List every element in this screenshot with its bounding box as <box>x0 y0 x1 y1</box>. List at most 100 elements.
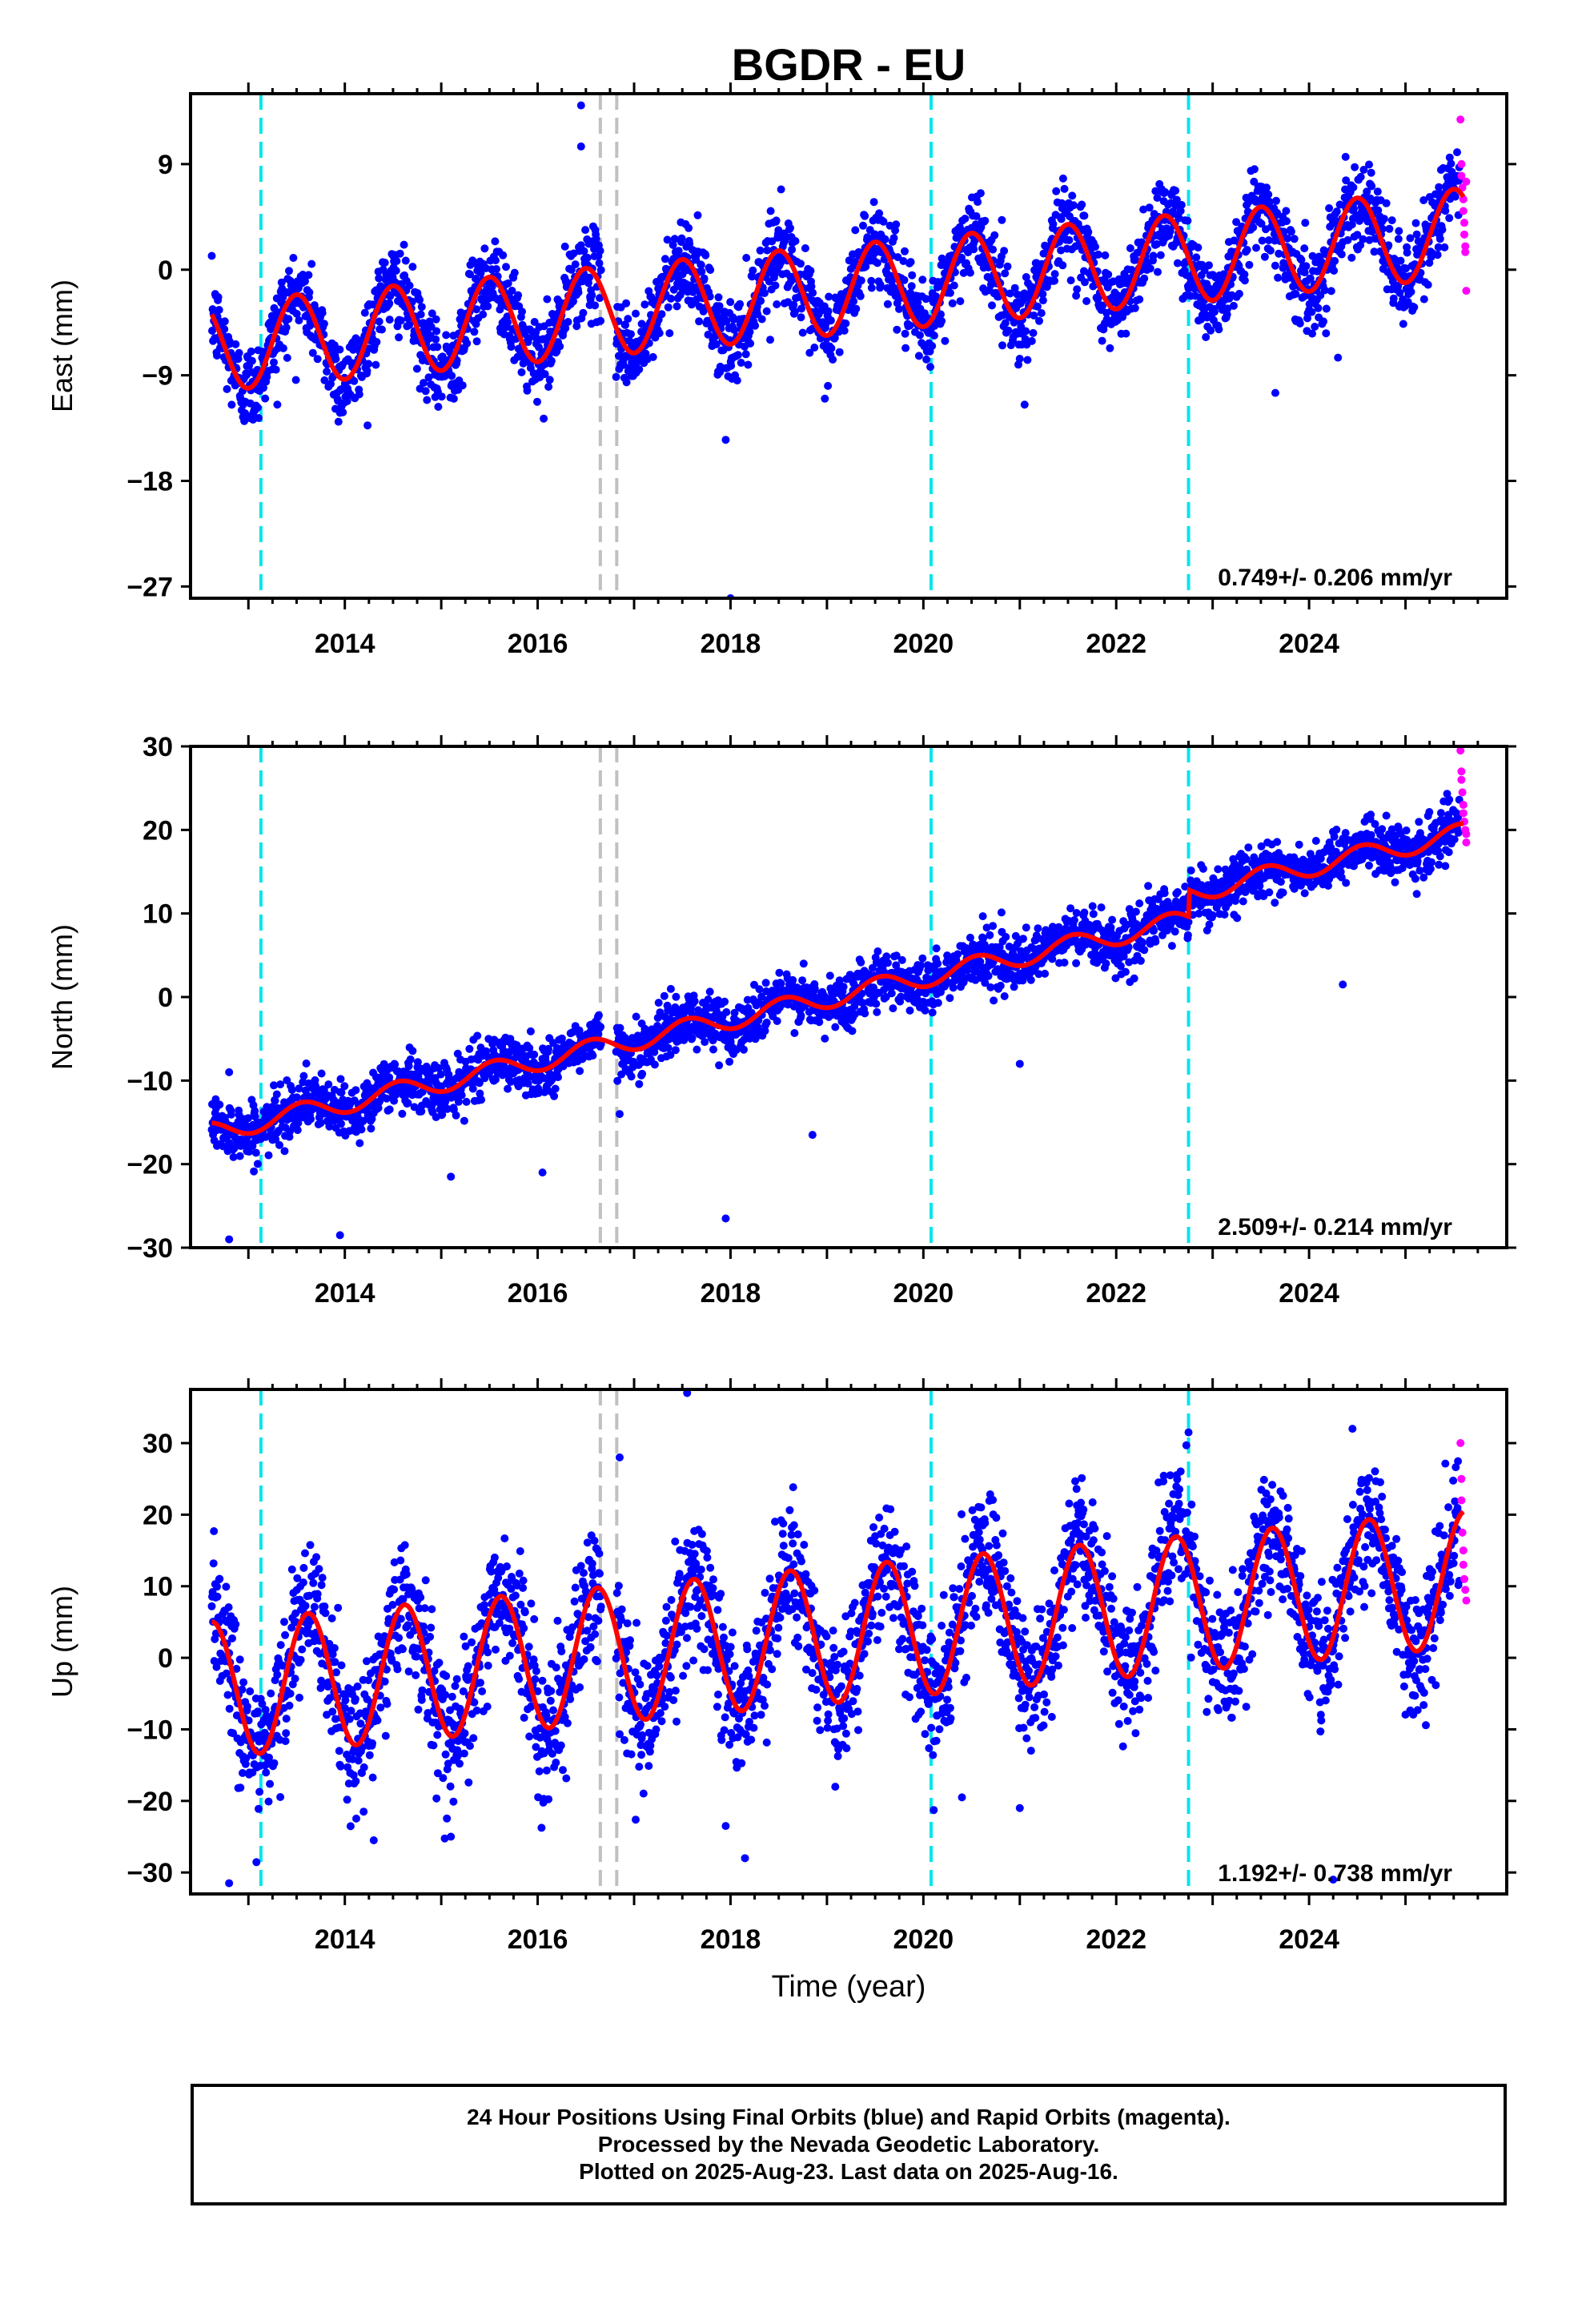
y-axis-label: East (mm) <box>46 279 78 412</box>
data-point <box>851 226 860 235</box>
data-point <box>1245 260 1254 269</box>
data-point <box>261 394 270 403</box>
data-point <box>990 231 999 239</box>
data-point <box>932 944 941 953</box>
data-point <box>1229 301 1238 310</box>
data-point <box>492 256 500 265</box>
data-point <box>966 933 974 942</box>
data-point <box>786 223 794 232</box>
data-point <box>517 368 526 376</box>
data-point <box>998 215 1006 224</box>
data-point <box>313 355 322 364</box>
data-point <box>873 1007 881 1016</box>
data-point <box>1411 219 1420 227</box>
data-point <box>1265 198 1274 206</box>
rate-annotation: 0.749+/- 0.206 mm/yr <box>1218 565 1452 591</box>
data-point <box>1154 267 1162 276</box>
data-point <box>540 414 548 423</box>
data-point <box>766 336 774 344</box>
data-point <box>1419 196 1428 204</box>
data-point <box>1319 317 1327 326</box>
data-point <box>363 367 371 375</box>
data-point <box>279 344 287 352</box>
data-point <box>436 1070 445 1079</box>
data-point <box>302 1059 311 1068</box>
outlier-point <box>1020 400 1029 409</box>
rapid-point <box>1456 115 1465 124</box>
data-point <box>1070 916 1078 924</box>
data-point <box>670 235 679 243</box>
data-point <box>1207 326 1215 335</box>
data-point <box>1001 319 1010 328</box>
data-point <box>492 1076 500 1084</box>
data-point <box>1283 217 1291 226</box>
data-point <box>540 1074 548 1083</box>
data-point <box>270 1081 278 1090</box>
data-point <box>442 331 451 340</box>
data-point <box>883 300 892 308</box>
data-point <box>476 269 485 278</box>
data-point <box>502 1064 510 1073</box>
data-point <box>417 1107 426 1116</box>
data-point <box>1028 283 1037 292</box>
rapid-orbit-points <box>1456 115 1471 296</box>
data-point <box>551 1084 560 1093</box>
data-point <box>1027 336 1036 345</box>
data-point <box>1072 909 1081 917</box>
data-point <box>475 1079 484 1088</box>
data-point <box>460 1116 468 1125</box>
data-point <box>1065 235 1074 244</box>
data-point <box>1080 908 1089 917</box>
plot-area <box>207 746 1471 1248</box>
data-point <box>949 983 958 992</box>
data-point <box>229 1152 238 1161</box>
data-point <box>395 333 404 342</box>
data-point <box>918 954 927 963</box>
data-point <box>1000 992 1009 1000</box>
data-point <box>1066 212 1074 221</box>
data-point <box>463 339 472 348</box>
data-point <box>1140 274 1149 283</box>
data-point <box>518 308 526 316</box>
data-point <box>798 976 807 985</box>
data-point <box>255 414 263 422</box>
data-point <box>930 332 938 340</box>
data-point <box>530 318 539 326</box>
data-point <box>280 1147 289 1156</box>
data-point <box>899 257 908 265</box>
data-point <box>772 216 781 225</box>
data-point <box>1282 207 1291 215</box>
data-point <box>319 320 328 328</box>
data-point <box>989 245 998 254</box>
data-point <box>859 221 867 230</box>
data-point <box>372 338 381 346</box>
data-point <box>689 287 697 296</box>
data-point <box>998 341 1006 350</box>
data-point <box>934 999 942 1007</box>
data-point <box>1202 333 1211 341</box>
data-point <box>510 268 519 277</box>
data-point <box>1343 235 1352 244</box>
data-point <box>1240 276 1249 285</box>
data-point <box>873 947 882 955</box>
data-point <box>805 348 814 357</box>
data-point <box>544 1044 553 1053</box>
data-point <box>1297 255 1306 264</box>
data-point <box>901 344 910 352</box>
data-point <box>1367 168 1375 177</box>
data-point <box>824 381 833 390</box>
data-point <box>1359 166 1368 174</box>
data-point <box>1272 196 1280 205</box>
data-point <box>693 211 702 219</box>
data-point <box>270 358 278 367</box>
data-point <box>827 344 836 352</box>
data-point <box>821 1034 829 1043</box>
rapid-point <box>1462 177 1471 186</box>
data-point <box>355 1139 364 1148</box>
data-point <box>251 1148 260 1157</box>
data-point <box>1023 356 1032 364</box>
data-point <box>721 997 729 1006</box>
data-point <box>1139 205 1148 214</box>
data-point <box>324 1080 333 1089</box>
data-point <box>391 267 400 275</box>
